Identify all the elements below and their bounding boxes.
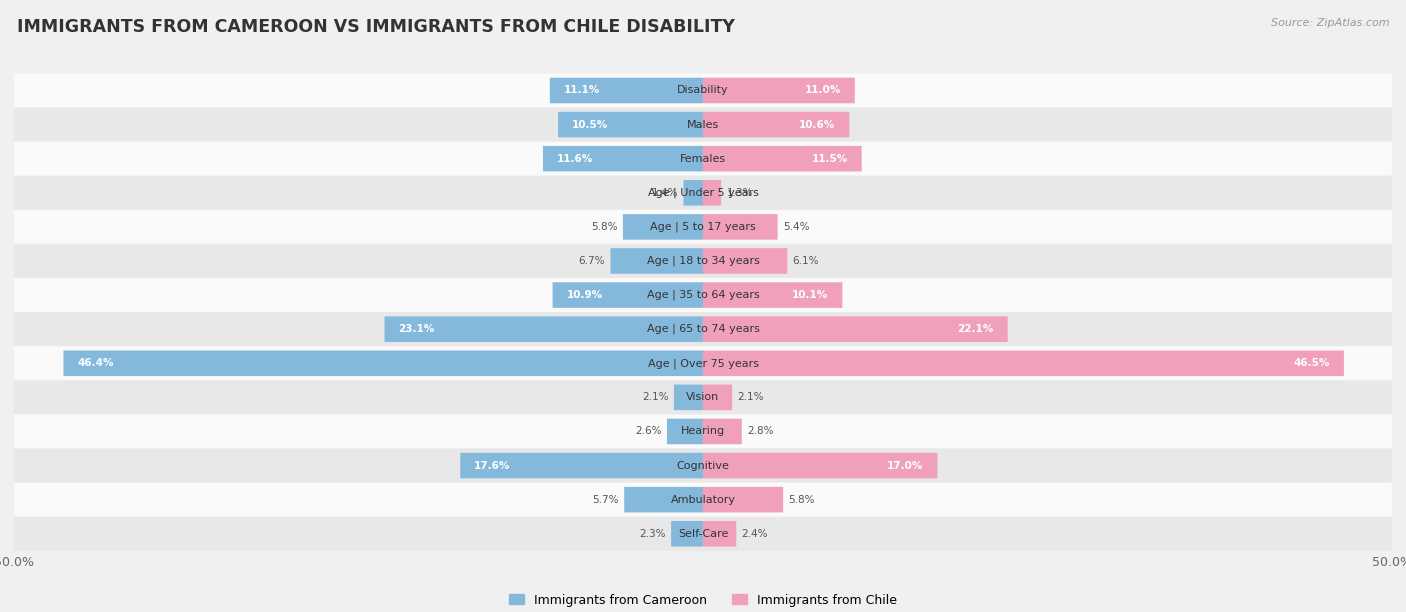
FancyBboxPatch shape: [703, 384, 733, 410]
FancyBboxPatch shape: [63, 351, 703, 376]
Text: Ambulatory: Ambulatory: [671, 494, 735, 505]
FancyBboxPatch shape: [14, 449, 1392, 483]
Text: Cognitive: Cognitive: [676, 461, 730, 471]
FancyBboxPatch shape: [624, 487, 703, 512]
Text: Age | 5 to 17 years: Age | 5 to 17 years: [650, 222, 756, 232]
Text: Age | Over 75 years: Age | Over 75 years: [648, 358, 758, 368]
Text: 10.6%: 10.6%: [799, 119, 835, 130]
Text: 2.6%: 2.6%: [636, 427, 662, 436]
Text: 2.4%: 2.4%: [741, 529, 768, 539]
Text: 5.8%: 5.8%: [591, 222, 617, 232]
FancyBboxPatch shape: [14, 414, 1392, 449]
FancyBboxPatch shape: [558, 112, 703, 137]
Text: 6.7%: 6.7%: [579, 256, 605, 266]
FancyBboxPatch shape: [703, 78, 855, 103]
Text: 17.0%: 17.0%: [887, 461, 924, 471]
FancyBboxPatch shape: [703, 351, 1344, 376]
FancyBboxPatch shape: [703, 419, 742, 444]
Text: Disability: Disability: [678, 86, 728, 95]
FancyBboxPatch shape: [671, 521, 703, 547]
FancyBboxPatch shape: [14, 141, 1392, 176]
Text: 11.6%: 11.6%: [557, 154, 593, 163]
Text: 46.5%: 46.5%: [1294, 358, 1330, 368]
FancyBboxPatch shape: [623, 214, 703, 240]
Legend: Immigrants from Cameroon, Immigrants from Chile: Immigrants from Cameroon, Immigrants fro…: [509, 594, 897, 606]
FancyBboxPatch shape: [460, 453, 703, 479]
FancyBboxPatch shape: [550, 78, 703, 103]
Text: 2.1%: 2.1%: [738, 392, 763, 402]
FancyBboxPatch shape: [14, 278, 1392, 312]
FancyBboxPatch shape: [14, 244, 1392, 278]
Text: 22.1%: 22.1%: [957, 324, 994, 334]
FancyBboxPatch shape: [14, 312, 1392, 346]
FancyBboxPatch shape: [14, 210, 1392, 244]
Text: 10.1%: 10.1%: [792, 290, 828, 300]
Text: Males: Males: [688, 119, 718, 130]
FancyBboxPatch shape: [703, 453, 938, 479]
Text: 1.3%: 1.3%: [727, 188, 754, 198]
Text: Age | 18 to 34 years: Age | 18 to 34 years: [647, 256, 759, 266]
FancyBboxPatch shape: [14, 517, 1392, 551]
Text: 10.9%: 10.9%: [567, 290, 603, 300]
Text: 17.6%: 17.6%: [474, 461, 510, 471]
Text: 2.8%: 2.8%: [747, 427, 773, 436]
FancyBboxPatch shape: [14, 73, 1392, 108]
Text: Females: Females: [681, 154, 725, 163]
Text: Age | 65 to 74 years: Age | 65 to 74 years: [647, 324, 759, 334]
FancyBboxPatch shape: [703, 521, 737, 547]
FancyBboxPatch shape: [703, 282, 842, 308]
Text: Age | 35 to 64 years: Age | 35 to 64 years: [647, 290, 759, 300]
FancyBboxPatch shape: [703, 180, 721, 206]
Text: 11.1%: 11.1%: [564, 86, 600, 95]
FancyBboxPatch shape: [14, 176, 1392, 210]
Text: 1.4%: 1.4%: [652, 188, 678, 198]
FancyBboxPatch shape: [703, 248, 787, 274]
FancyBboxPatch shape: [673, 384, 703, 410]
Text: Source: ZipAtlas.com: Source: ZipAtlas.com: [1271, 18, 1389, 28]
Text: 2.1%: 2.1%: [643, 392, 669, 402]
FancyBboxPatch shape: [703, 146, 862, 171]
Text: 6.1%: 6.1%: [793, 256, 820, 266]
FancyBboxPatch shape: [14, 346, 1392, 380]
Text: 5.8%: 5.8%: [789, 494, 815, 505]
FancyBboxPatch shape: [543, 146, 703, 171]
FancyBboxPatch shape: [683, 180, 703, 206]
FancyBboxPatch shape: [703, 487, 783, 512]
FancyBboxPatch shape: [703, 214, 778, 240]
FancyBboxPatch shape: [14, 108, 1392, 141]
Text: 11.5%: 11.5%: [811, 154, 848, 163]
Text: Hearing: Hearing: [681, 427, 725, 436]
Text: 46.4%: 46.4%: [77, 358, 114, 368]
Text: 11.0%: 11.0%: [804, 86, 841, 95]
Text: Self-Care: Self-Care: [678, 529, 728, 539]
FancyBboxPatch shape: [553, 282, 703, 308]
FancyBboxPatch shape: [384, 316, 703, 342]
FancyBboxPatch shape: [703, 112, 849, 137]
Text: 2.3%: 2.3%: [640, 529, 666, 539]
FancyBboxPatch shape: [14, 380, 1392, 414]
Text: 10.5%: 10.5%: [572, 119, 609, 130]
Text: Age | Under 5 years: Age | Under 5 years: [648, 187, 758, 198]
FancyBboxPatch shape: [14, 483, 1392, 517]
FancyBboxPatch shape: [610, 248, 703, 274]
Text: 5.4%: 5.4%: [783, 222, 810, 232]
Text: 23.1%: 23.1%: [398, 324, 434, 334]
Text: 5.7%: 5.7%: [592, 494, 619, 505]
Text: IMMIGRANTS FROM CAMEROON VS IMMIGRANTS FROM CHILE DISABILITY: IMMIGRANTS FROM CAMEROON VS IMMIGRANTS F…: [17, 18, 735, 36]
FancyBboxPatch shape: [703, 316, 1008, 342]
FancyBboxPatch shape: [666, 419, 703, 444]
Text: Vision: Vision: [686, 392, 720, 402]
